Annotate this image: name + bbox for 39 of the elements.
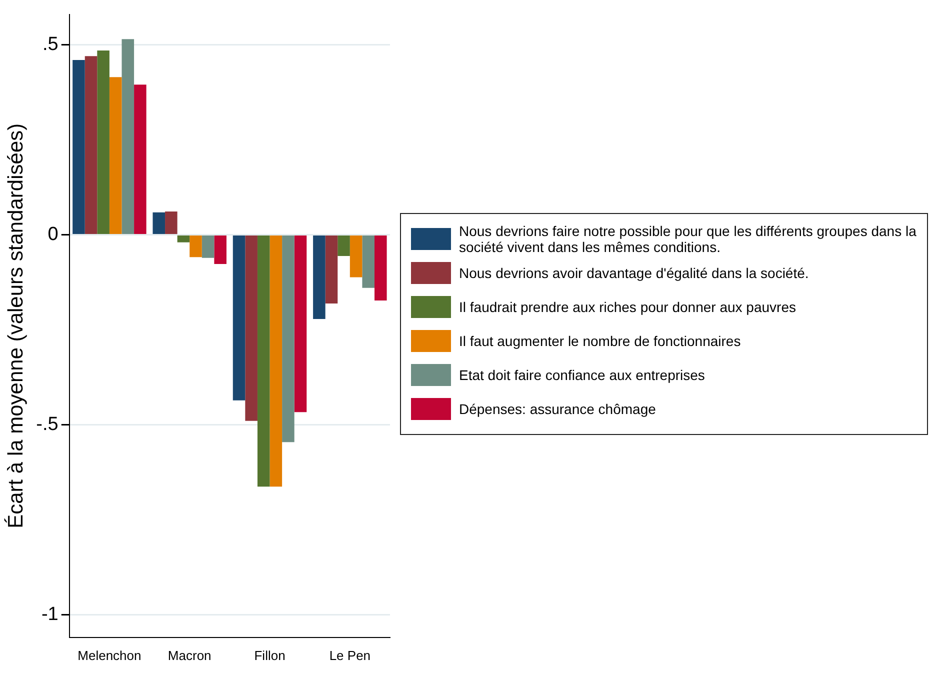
- bar: [232, 235, 246, 400]
- legend-label: Il faudrait prendre aux riches pour donner aux pauvres: [459, 299, 796, 315]
- bar: [84, 56, 98, 234]
- y-tick-label: -1: [41, 604, 58, 625]
- x-tick-label: Fillon: [254, 648, 286, 663]
- bar: [152, 212, 166, 234]
- x-tick-label: Macron: [168, 648, 212, 663]
- legend-label: Nous devrions faire notre possible pour que les différents groupes dans la société vivent dans les mêmes conditions.: [459, 223, 917, 255]
- y-tick-label: 0: [48, 224, 58, 245]
- bar: [109, 77, 122, 234]
- bar: [362, 235, 375, 288]
- bar: [270, 235, 282, 487]
- bar: [294, 235, 307, 412]
- bar: [338, 235, 350, 256]
- legend-label: Etat doit faire confiance aux entreprises: [459, 367, 705, 383]
- bar: [97, 50, 110, 234]
- legend-label: Il faut augmenter le nombre de fonctionnaires: [459, 333, 741, 349]
- bar: [313, 235, 326, 320]
- bar: [325, 235, 338, 304]
- bar: [134, 84, 146, 234]
- bar: [202, 235, 214, 258]
- x-tick-label: Melenchon: [78, 648, 142, 663]
- bar: [122, 39, 134, 234]
- bar: [165, 212, 178, 234]
- y-tick-label: -.5: [36, 414, 58, 435]
- bar: [190, 235, 202, 258]
- x-tick-label: Le Pen: [329, 648, 371, 663]
- y-tick-label: .5: [42, 34, 58, 56]
- y-axis-title: Écart à la moyenne (valeurs standardisées): [3, 123, 28, 528]
- bar: [350, 235, 362, 278]
- bar: [257, 235, 270, 487]
- bar: [214, 235, 226, 264]
- bar: [374, 235, 387, 300]
- bar: [177, 235, 190, 242]
- bar: [245, 235, 258, 421]
- bar: [282, 235, 294, 442]
- legend-label: Nous devrions avoir davantage d'égalité dans la société.: [459, 265, 809, 281]
- bar: [72, 60, 85, 234]
- legend-label: Dépenses: assurance chômage: [459, 401, 656, 417]
